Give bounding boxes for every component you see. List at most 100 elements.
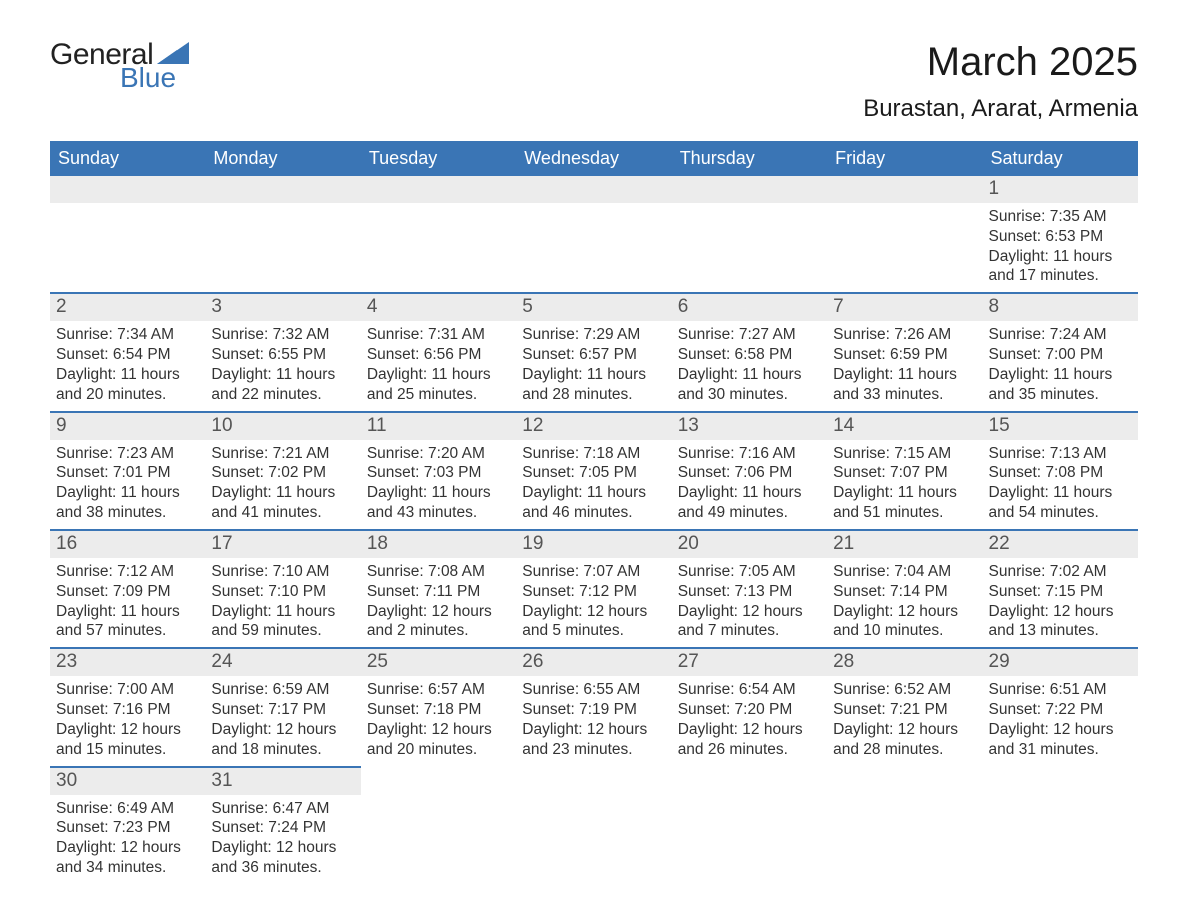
sunrise-line: Sunrise: 7:18 AM bbox=[522, 444, 665, 464]
day-details: Sunrise: 7:24 AMSunset: 7:00 PMDaylight:… bbox=[983, 321, 1138, 410]
sunrise-line: Sunrise: 7:21 AM bbox=[211, 444, 354, 464]
day-number: 25 bbox=[361, 649, 516, 676]
day-details: Sunrise: 7:15 AMSunset: 7:07 PMDaylight:… bbox=[827, 440, 982, 529]
day-details: Sunrise: 7:32 AMSunset: 6:55 PMDaylight:… bbox=[205, 321, 360, 410]
calendar-cell: 19Sunrise: 7:07 AMSunset: 7:12 PMDayligh… bbox=[516, 530, 671, 648]
day-details: Sunrise: 7:07 AMSunset: 7:12 PMDaylight:… bbox=[516, 558, 671, 647]
daylight-line: Daylight: 11 hours and 33 minutes. bbox=[833, 365, 976, 405]
daylight-line: Daylight: 11 hours and 57 minutes. bbox=[56, 602, 199, 642]
daylight-line: Daylight: 12 hours and 10 minutes. bbox=[833, 602, 976, 642]
sunset-line: Sunset: 7:10 PM bbox=[211, 582, 354, 602]
daylight-line: Daylight: 12 hours and 13 minutes. bbox=[989, 602, 1132, 642]
day-number: 10 bbox=[205, 413, 360, 440]
daylight-line: Daylight: 12 hours and 18 minutes. bbox=[211, 720, 354, 760]
calendar-cell bbox=[361, 767, 516, 884]
col-monday: Monday bbox=[205, 141, 360, 176]
sunset-line: Sunset: 6:57 PM bbox=[522, 345, 665, 365]
daylight-line: Daylight: 11 hours and 46 minutes. bbox=[522, 483, 665, 523]
daylight-line: Daylight: 11 hours and 30 minutes. bbox=[678, 365, 821, 405]
day-number: 31 bbox=[205, 768, 360, 795]
calendar-cell: 23Sunrise: 7:00 AMSunset: 7:16 PMDayligh… bbox=[50, 648, 205, 766]
day-number: 4 bbox=[361, 294, 516, 321]
day-details: Sunrise: 7:20 AMSunset: 7:03 PMDaylight:… bbox=[361, 440, 516, 529]
sunrise-line: Sunrise: 7:15 AM bbox=[833, 444, 976, 464]
sunrise-line: Sunrise: 6:55 AM bbox=[522, 680, 665, 700]
calendar-header-row: Sunday Monday Tuesday Wednesday Thursday… bbox=[50, 141, 1138, 176]
daylight-line: Daylight: 12 hours and 15 minutes. bbox=[56, 720, 199, 760]
day-details: Sunrise: 7:16 AMSunset: 7:06 PMDaylight:… bbox=[672, 440, 827, 529]
calendar-table: Sunday Monday Tuesday Wednesday Thursday… bbox=[50, 141, 1138, 884]
day-details: Sunrise: 6:59 AMSunset: 7:17 PMDaylight:… bbox=[205, 676, 360, 765]
sunrise-line: Sunrise: 7:20 AM bbox=[367, 444, 510, 464]
day-details: Sunrise: 7:13 AMSunset: 7:08 PMDaylight:… bbox=[983, 440, 1138, 529]
calendar-cell bbox=[516, 767, 671, 884]
day-number bbox=[672, 176, 827, 203]
daylight-line: Daylight: 12 hours and 28 minutes. bbox=[833, 720, 976, 760]
day-number: 28 bbox=[827, 649, 982, 676]
calendar-cell: 15Sunrise: 7:13 AMSunset: 7:08 PMDayligh… bbox=[983, 412, 1138, 530]
day-number: 17 bbox=[205, 531, 360, 558]
daylight-line: Daylight: 11 hours and 51 minutes. bbox=[833, 483, 976, 523]
sunset-line: Sunset: 6:56 PM bbox=[367, 345, 510, 365]
day-number: 19 bbox=[516, 531, 671, 558]
calendar-cell: 29Sunrise: 6:51 AMSunset: 7:22 PMDayligh… bbox=[983, 648, 1138, 766]
calendar-cell bbox=[205, 176, 360, 293]
calendar-cell: 17Sunrise: 7:10 AMSunset: 7:10 PMDayligh… bbox=[205, 530, 360, 648]
daylight-line: Daylight: 11 hours and 49 minutes. bbox=[678, 483, 821, 523]
sunrise-line: Sunrise: 7:08 AM bbox=[367, 562, 510, 582]
calendar-cell: 26Sunrise: 6:55 AMSunset: 7:19 PMDayligh… bbox=[516, 648, 671, 766]
sunset-line: Sunset: 7:19 PM bbox=[522, 700, 665, 720]
day-number: 27 bbox=[672, 649, 827, 676]
daylight-line: Daylight: 11 hours and 43 minutes. bbox=[367, 483, 510, 523]
calendar-cell: 9Sunrise: 7:23 AMSunset: 7:01 PMDaylight… bbox=[50, 412, 205, 530]
calendar-cell: 8Sunrise: 7:24 AMSunset: 7:00 PMDaylight… bbox=[983, 293, 1138, 411]
day-number: 14 bbox=[827, 413, 982, 440]
sunrise-line: Sunrise: 7:26 AM bbox=[833, 325, 976, 345]
daylight-line: Daylight: 12 hours and 2 minutes. bbox=[367, 602, 510, 642]
daylight-line: Daylight: 12 hours and 31 minutes. bbox=[989, 720, 1132, 760]
sunset-line: Sunset: 7:21 PM bbox=[833, 700, 976, 720]
day-details: Sunrise: 7:31 AMSunset: 6:56 PMDaylight:… bbox=[361, 321, 516, 410]
day-details: Sunrise: 7:29 AMSunset: 6:57 PMDaylight:… bbox=[516, 321, 671, 410]
calendar-cell: 31Sunrise: 6:47 AMSunset: 7:24 PMDayligh… bbox=[205, 767, 360, 884]
sunrise-line: Sunrise: 7:35 AM bbox=[989, 207, 1132, 227]
calendar-cell: 13Sunrise: 7:16 AMSunset: 7:06 PMDayligh… bbox=[672, 412, 827, 530]
calendar-cell: 7Sunrise: 7:26 AMSunset: 6:59 PMDaylight… bbox=[827, 293, 982, 411]
month-title: March 2025 bbox=[863, 40, 1138, 85]
day-number: 21 bbox=[827, 531, 982, 558]
sunrise-line: Sunrise: 6:51 AM bbox=[989, 680, 1132, 700]
brand-logo: General Blue bbox=[50, 40, 189, 92]
calendar-cell bbox=[672, 767, 827, 884]
day-details: Sunrise: 7:18 AMSunset: 7:05 PMDaylight:… bbox=[516, 440, 671, 529]
calendar-cell: 25Sunrise: 6:57 AMSunset: 7:18 PMDayligh… bbox=[361, 648, 516, 766]
sunset-line: Sunset: 6:55 PM bbox=[211, 345, 354, 365]
calendar-week-row: 2Sunrise: 7:34 AMSunset: 6:54 PMDaylight… bbox=[50, 293, 1138, 411]
calendar-cell bbox=[983, 767, 1138, 884]
sunrise-line: Sunrise: 7:29 AM bbox=[522, 325, 665, 345]
calendar-cell: 28Sunrise: 6:52 AMSunset: 7:21 PMDayligh… bbox=[827, 648, 982, 766]
sunset-line: Sunset: 7:08 PM bbox=[989, 463, 1132, 483]
day-number: 8 bbox=[983, 294, 1138, 321]
day-details: Sunrise: 6:52 AMSunset: 7:21 PMDaylight:… bbox=[827, 676, 982, 765]
day-number bbox=[50, 176, 205, 203]
sunset-line: Sunset: 7:16 PM bbox=[56, 700, 199, 720]
sunrise-line: Sunrise: 7:00 AM bbox=[56, 680, 199, 700]
day-details: Sunrise: 7:34 AMSunset: 6:54 PMDaylight:… bbox=[50, 321, 205, 410]
day-number: 9 bbox=[50, 413, 205, 440]
sunrise-line: Sunrise: 7:23 AM bbox=[56, 444, 199, 464]
sunset-line: Sunset: 7:24 PM bbox=[211, 818, 354, 838]
calendar-week-row: 9Sunrise: 7:23 AMSunset: 7:01 PMDaylight… bbox=[50, 412, 1138, 530]
calendar-cell: 21Sunrise: 7:04 AMSunset: 7:14 PMDayligh… bbox=[827, 530, 982, 648]
daylight-line: Daylight: 12 hours and 23 minutes. bbox=[522, 720, 665, 760]
day-number: 6 bbox=[672, 294, 827, 321]
day-details: Sunrise: 7:05 AMSunset: 7:13 PMDaylight:… bbox=[672, 558, 827, 647]
sunset-line: Sunset: 6:54 PM bbox=[56, 345, 199, 365]
calendar-body: 1Sunrise: 7:35 AMSunset: 6:53 PMDaylight… bbox=[50, 176, 1138, 884]
daylight-line: Daylight: 11 hours and 17 minutes. bbox=[989, 247, 1132, 287]
daylight-line: Daylight: 11 hours and 35 minutes. bbox=[989, 365, 1132, 405]
daylight-line: Daylight: 11 hours and 38 minutes. bbox=[56, 483, 199, 523]
sunrise-line: Sunrise: 7:16 AM bbox=[678, 444, 821, 464]
daylight-line: Daylight: 11 hours and 28 minutes. bbox=[522, 365, 665, 405]
day-number: 11 bbox=[361, 413, 516, 440]
day-number: 5 bbox=[516, 294, 671, 321]
